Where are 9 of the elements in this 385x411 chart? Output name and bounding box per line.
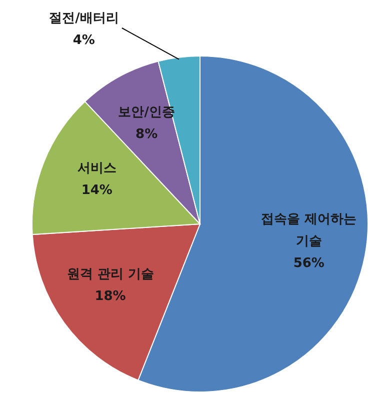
slice-label: 절전/배터리 [49, 11, 119, 26]
data-label: 18% [94, 289, 126, 304]
data-label: 8% [136, 126, 158, 142]
data-label: 56% [293, 256, 324, 271]
slice-label: 접속을 제어하는 기술 [261, 212, 357, 249]
slice-label: 원격 관리 기술 [66, 267, 154, 282]
data-label: 14% [81, 183, 112, 198]
slice-label: 서비스 [77, 161, 116, 176]
data-label: 4% [72, 33, 95, 48]
